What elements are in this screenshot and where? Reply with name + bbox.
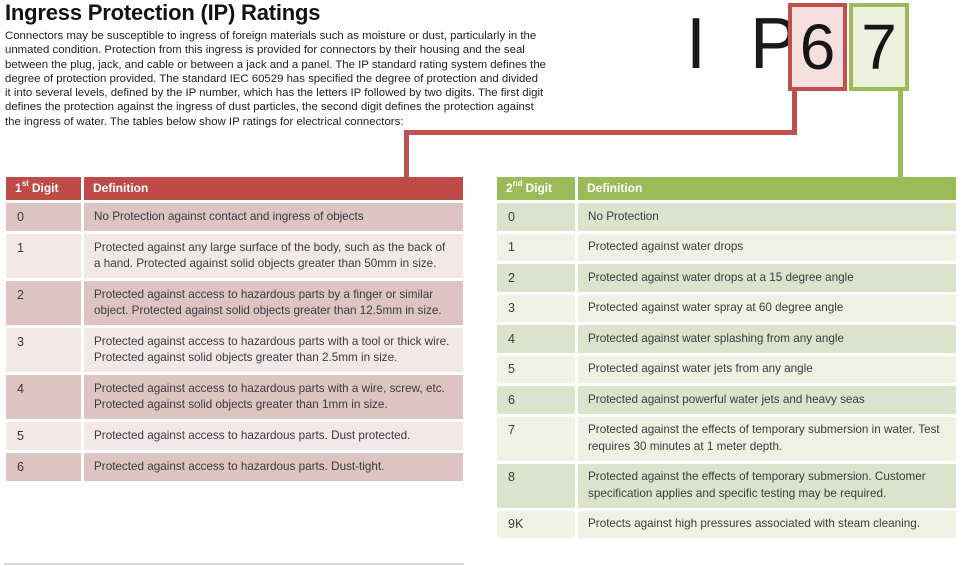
table-row: 9K Protects against high pressures assoc… — [497, 510, 956, 538]
definition-cell: Protected against the effects of tempora… — [578, 463, 956, 508]
second-digit-connector-line — [898, 91, 903, 178]
digit-cell: 8 — [497, 463, 575, 508]
second-digit-table: 2nd Digit Definition 0 No Protection 1 Pr… — [497, 177, 956, 538]
table-row: 4 Protected against access to hazardous … — [6, 375, 463, 419]
digit-cell: 0 — [6, 203, 81, 231]
digit-cell: 2 — [6, 281, 81, 325]
digit-cell: 3 — [497, 294, 575, 322]
first-digit-connector-line — [404, 130, 797, 135]
digit-cell: 7 — [497, 416, 575, 461]
table-row: 1 Protected against any large surface of… — [6, 234, 463, 278]
table-row: 6 Protected against access to hazardous … — [6, 453, 463, 481]
definition-column-header: Definition — [84, 177, 463, 200]
definition-cell: Protected against powerful water jets an… — [578, 386, 956, 414]
definition-cell: Protected against water spray at 60 degr… — [578, 294, 956, 322]
second-digit-table-body: 0 No Protection 1 Protected against wate… — [497, 203, 956, 538]
table-row: 5 Protected against water jets from any … — [497, 355, 956, 383]
definition-cell: Protected against access to hazardous pa… — [84, 375, 463, 419]
table-row: 8 Protected against the effects of tempo… — [497, 463, 956, 508]
table-row: 3 Protected against water spray at 60 de… — [497, 294, 956, 322]
definition-cell: Protected against water drops — [578, 233, 956, 261]
digit-cell: 2 — [497, 264, 575, 292]
definition-cell: Protected against water splashing from a… — [578, 325, 956, 353]
definition-cell: Protected against any large surface of t… — [84, 234, 463, 278]
digit-cell: 1 — [497, 233, 575, 261]
table-row: 4 Protected against water splashing from… — [497, 325, 956, 353]
definition-cell: No Protection — [578, 203, 956, 231]
second-digit-box: 7 — [849, 3, 909, 91]
table-row: 2 Protected against access to hazardous … — [6, 281, 463, 325]
page-title: Ingress Protection (IP) Ratings — [5, 0, 321, 25]
first-digit-table-body: 0 No Protection against contact and ingr… — [6, 203, 463, 481]
table-row: 2 Protected against water drops at a 15 … — [497, 264, 956, 292]
table-row: 1 Protected against water drops — [497, 233, 956, 261]
definition-cell: Protected against water jets from any an… — [578, 355, 956, 383]
digit-cell: 5 — [6, 422, 81, 450]
digit-column-header: 1st Digit — [6, 177, 81, 200]
digit-cell: 4 — [6, 375, 81, 419]
table-row: 0 No Protection — [497, 203, 956, 231]
digit-column-header: 2nd Digit — [497, 177, 575, 200]
digit-cell: 6 — [497, 386, 575, 414]
digit-cell: 3 — [6, 328, 81, 372]
table-row: 6 Protected against powerful water jets … — [497, 386, 956, 414]
second-digit-value: 7 — [861, 11, 897, 83]
definition-cell: Protected against access to hazardous pa… — [84, 328, 463, 372]
definition-cell: Protected against the effects of tempora… — [578, 416, 956, 461]
digit-cell: 1 — [6, 234, 81, 278]
ip-prefix-text: I P — [686, 4, 811, 84]
first-digit-connector-line — [404, 130, 409, 178]
left-table-bottom-edge — [4, 563, 464, 565]
definition-cell: Protected against access to hazardous pa… — [84, 422, 463, 450]
definition-cell: Protected against water drops at a 15 de… — [578, 264, 956, 292]
first-digit-table-header: 1st Digit Definition — [6, 177, 463, 200]
first-digit-value: 6 — [799, 11, 836, 83]
table-row: 0 No Protection against contact and ingr… — [6, 203, 463, 231]
digit-cell: 0 — [497, 203, 575, 231]
table-row: 3 Protected against access to hazardous … — [6, 328, 463, 372]
first-digit-connector-line — [792, 91, 797, 135]
digit-cell: 5 — [497, 355, 575, 383]
table-row: 7 Protected against the effects of tempo… — [497, 416, 956, 461]
second-digit-table-header: 2nd Digit Definition — [497, 177, 956, 200]
definition-cell: No Protection against contact and ingres… — [84, 203, 463, 231]
digit-cell: 6 — [6, 453, 81, 481]
digit-cell: 4 — [497, 325, 575, 353]
definition-column-header: Definition — [578, 177, 956, 200]
intro-paragraph: Connectors may be susceptible to ingress… — [5, 30, 546, 128]
first-digit-table: 1st Digit Definition 0 No Protection agai… — [6, 177, 463, 481]
definition-cell: Protected against access to hazardous pa… — [84, 453, 463, 481]
table-row: 5 Protected against access to hazardous … — [6, 422, 463, 450]
definition-cell: Protected against access to hazardous pa… — [84, 281, 463, 325]
first-digit-box: 6 — [788, 3, 847, 91]
definition-cell: Protects against high pressures associat… — [578, 510, 956, 538]
digit-cell: 9K — [497, 510, 575, 538]
